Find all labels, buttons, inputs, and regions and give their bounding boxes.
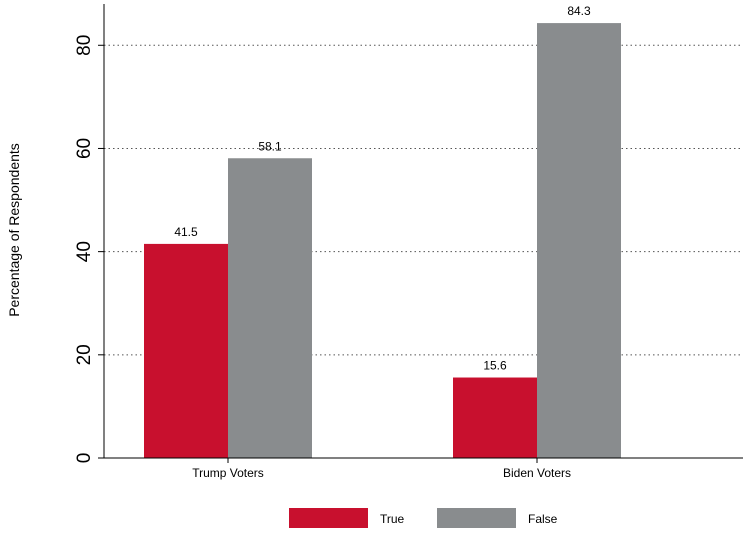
legend: True False — [289, 508, 558, 528]
legend-swatch-true — [289, 508, 368, 528]
y-tick-label: 40 — [74, 241, 95, 262]
x-tick-label: Trump Voters — [192, 466, 264, 480]
y-tick-label: 0 — [74, 453, 95, 464]
y-axis-title: Percentage of Respondents — [6, 143, 22, 317]
value-labels: 41.5 58.1 15.6 84.3 — [174, 4, 591, 372]
bars — [144, 23, 621, 459]
gridlines — [104, 44, 743, 356]
y-axis-ticks: 0 20 40 60 80 — [74, 35, 104, 464]
bar-true-0 — [144, 243, 228, 458]
bar-false-1 — [537, 23, 621, 459]
legend-label-false: False — [528, 512, 558, 526]
bar-false-0 — [228, 158, 312, 458]
value-label: 58.1 — [258, 139, 282, 153]
value-label: 84.3 — [567, 4, 591, 18]
value-label: 15.6 — [483, 359, 507, 373]
x-tick-label: Biden Voters — [503, 466, 571, 480]
bar-true-1 — [453, 377, 537, 458]
legend-label-true: True — [380, 512, 405, 526]
y-tick-label: 60 — [74, 138, 95, 159]
y-tick-label: 80 — [74, 35, 95, 56]
legend-swatch-false — [437, 508, 516, 528]
x-axis-labels: Trump Voters Biden Voters — [192, 458, 571, 480]
y-tick-label: 20 — [74, 344, 95, 365]
value-label: 41.5 — [174, 225, 198, 239]
